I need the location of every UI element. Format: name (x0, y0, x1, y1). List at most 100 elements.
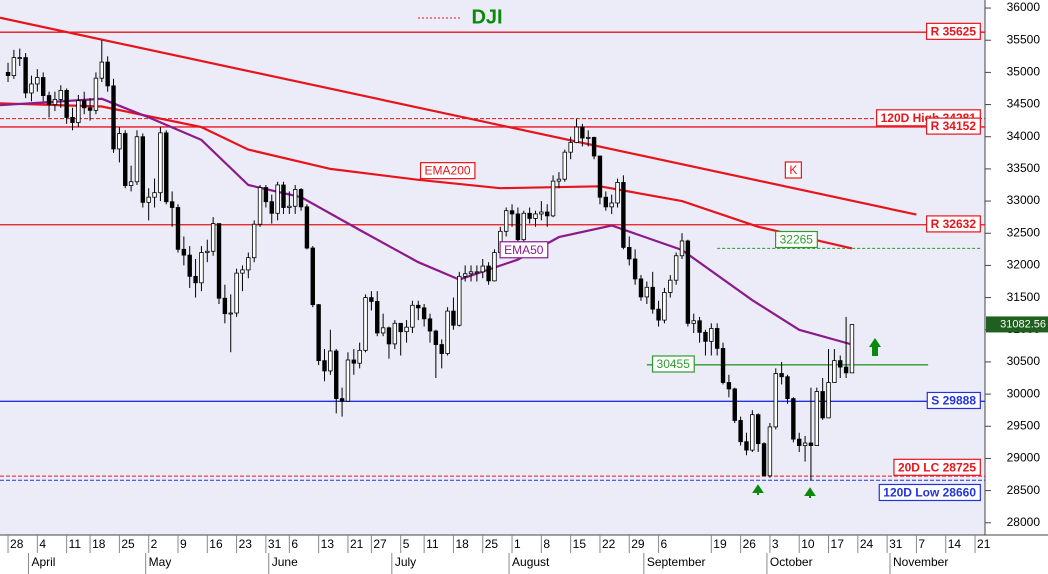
candle-body (357, 349, 362, 364)
candle-body (562, 151, 567, 180)
candle-body (503, 210, 509, 232)
candle-body (545, 211, 550, 217)
candle-body (310, 247, 315, 306)
candle-body (427, 318, 433, 332)
candle-body (334, 350, 339, 399)
candle-body (761, 443, 767, 477)
candle-body (351, 359, 357, 364)
candle-body (492, 252, 497, 282)
y-tick-label: 33500 (1007, 161, 1041, 175)
x-tick-label: 25 (121, 537, 135, 551)
candle-body (720, 348, 726, 383)
label-text: 30455 (657, 357, 691, 371)
candle-body (550, 180, 556, 217)
candle-body (779, 373, 784, 378)
x-tick-label: 21 (977, 537, 991, 551)
candle-body (615, 182, 620, 204)
y-tick-label: 36000 (1007, 0, 1041, 14)
label-box-bg (926, 22, 981, 40)
candle-body (404, 326, 409, 333)
last-price: 31082.56 (1000, 318, 1046, 330)
candle-body (181, 248, 187, 256)
signal-arrow (752, 484, 764, 495)
candle-body (421, 307, 427, 320)
month-label: September (647, 555, 706, 569)
candle-body (169, 201, 175, 208)
candle-body (515, 213, 521, 241)
y-tick-label: 34500 (1007, 97, 1041, 111)
candle-body (5, 71, 11, 77)
label-box: 30455 (651, 355, 695, 373)
y-tick-label: 32500 (1007, 225, 1041, 239)
label-text: 120D Low 28660 (883, 485, 976, 499)
candle-body (662, 292, 667, 321)
candle-body (597, 155, 603, 198)
candle-body (533, 213, 538, 219)
label-box-bg (419, 162, 476, 180)
x-tick-label: 29 (631, 537, 645, 551)
candle-body (580, 126, 585, 139)
candle-body (767, 426, 773, 477)
label-text: S 29888 (931, 393, 976, 407)
candle-body (832, 360, 837, 383)
y-tick-label: 35000 (1007, 65, 1041, 79)
candle-body (591, 136, 597, 157)
candle-body (158, 132, 163, 194)
x-tick-label: 1 (514, 537, 521, 551)
label-text: 32265 (780, 233, 814, 247)
y-tick-label: 30000 (1007, 386, 1041, 400)
candle-body (621, 182, 626, 248)
last-price-bg (986, 316, 1048, 333)
label-box: 120D Low 28660 (878, 483, 981, 502)
candle-body (369, 297, 374, 302)
candle-body (316, 304, 321, 362)
candle-body (199, 252, 204, 284)
candle-body (638, 278, 644, 298)
candle-body (603, 196, 609, 208)
candle-body (568, 142, 573, 153)
label-box-bg (651, 355, 695, 373)
candle-body (814, 391, 819, 446)
candle-body (433, 330, 439, 345)
x-tick-label: 14 (948, 537, 962, 551)
candle-body (52, 99, 58, 105)
candle-body (251, 223, 257, 259)
label-box-bg (926, 215, 981, 233)
candle-body (46, 95, 52, 105)
candle-body (480, 265, 485, 273)
candle-body (392, 322, 398, 345)
y-tick-label: 35500 (1007, 32, 1041, 46)
label-box: R 35625 (926, 22, 981, 40)
candle-body (609, 202, 614, 208)
x-tick-label: 5 (403, 537, 410, 551)
x-tick-label: 4 (39, 537, 46, 551)
candle-body (117, 133, 122, 150)
chart-title: DJI (471, 6, 502, 28)
candle-body (627, 246, 632, 260)
candle-body (750, 414, 755, 451)
candle-body (632, 258, 638, 280)
candle-body (709, 328, 714, 342)
candle-body (205, 250, 210, 253)
candle-body (123, 133, 128, 187)
candle-body (539, 211, 544, 215)
candle-body (574, 126, 579, 143)
candle-body (216, 223, 222, 299)
candle-body (650, 286, 655, 310)
candle-body (703, 331, 708, 342)
label-box-bg (499, 241, 549, 259)
x-tick-label: 8 (543, 537, 550, 551)
x-tick-label: 3 (772, 537, 779, 551)
label-text: R 35625 (931, 24, 977, 38)
candle-body (164, 132, 169, 203)
label-text: K (789, 163, 797, 177)
label-box-bg (878, 483, 981, 502)
candle-body (76, 100, 81, 123)
candle-body (87, 107, 93, 111)
x-tick-label: 9 (180, 537, 187, 551)
candle-body (439, 344, 444, 354)
candle-body (527, 212, 532, 219)
candle-body (744, 441, 749, 451)
